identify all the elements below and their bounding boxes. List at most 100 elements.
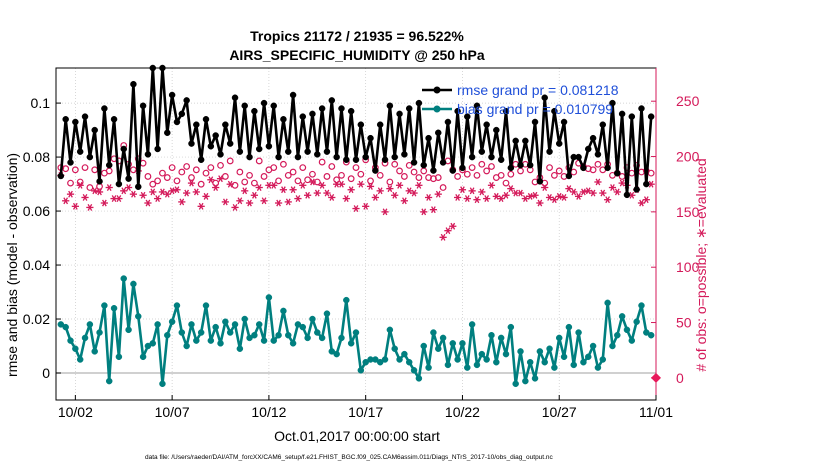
bias-point [444,361,452,369]
evaluated-obs-point [289,186,297,194]
rmse-point [444,118,452,126]
rmse-point [439,159,447,166]
rmse-point [328,97,336,104]
possible-obs-point [246,171,253,179]
x-tick-label: 10/17 [348,404,383,420]
asterisk-stroke [116,195,122,203]
evaluated-obs-point [410,189,418,197]
evaluated-obs-point [478,188,486,196]
bias-point [222,318,229,325]
rmse-point [280,116,287,123]
bias-point [328,348,336,355]
asterisk-stroke [537,199,543,207]
rmse-point [202,116,210,123]
y2-tick-label: 100 [676,259,700,275]
rmse-point [415,99,423,107]
x-tick-label: 10/22 [445,404,480,420]
evaluated-obs-point [216,175,225,183]
x-tick-label: 10/02 [58,404,93,420]
evaluated-obs-point [221,198,229,206]
bias-point [96,329,103,336]
bias-point [285,331,292,339]
asterisk-stroke [174,186,180,194]
y2-axis-label: # of obs: o=possible; ∗=evaluated [693,158,709,371]
asterisk-stroke [648,180,654,188]
rmse-point [231,94,239,101]
possible-obs-point [357,170,365,178]
x-tick-label: 10/27 [542,404,577,420]
bias-point [86,321,94,328]
possible-obs-point [183,163,191,170]
bias-point [430,329,437,336]
asterisk-stroke [532,191,538,199]
asterisk-stroke [450,222,456,230]
rmse-point [454,107,461,115]
asterisk-stroke [102,199,107,207]
asterisk-stroke [82,194,88,201]
asterisk-stroke [324,189,330,197]
rmse-point [81,113,89,120]
bias-point [439,334,447,342]
rmse-point [526,161,534,169]
rmse-point [144,151,152,158]
y-tick-label: 0.02 [23,311,50,327]
evaluated-obs-point [424,194,433,201]
possible-obs-point [517,167,524,175]
rmse-point [517,161,524,169]
rmse-point [255,145,263,153]
bias-point [376,358,384,366]
asterisk-stroke [614,188,620,196]
rmse-point [115,180,123,188]
rmse-point [425,134,432,142]
evaluated-obs-point [347,186,355,194]
evaluated-obs-point [531,191,539,199]
rmse-point [468,153,476,161]
evaluated-obs-point [565,185,573,193]
asterisk-stroke [271,181,277,189]
bias-point [120,275,127,282]
asterisk-stroke [426,194,431,201]
rmse-point [217,151,224,158]
asterisk-stroke [145,199,151,207]
evaluated-obs-point [241,187,249,195]
rmse-point [270,102,277,110]
bias-point [352,329,360,336]
possible-obs-point [130,166,137,174]
y-tick-label: 0.06 [23,203,50,219]
bias-point [512,380,519,388]
asterisk-stroke [203,192,209,200]
bias-point [130,280,137,288]
evaluated-obs-point [173,186,181,194]
asterisk-stroke [329,194,335,201]
bias-point [81,334,89,342]
bias-point [391,345,398,352]
bias-point [144,342,152,350]
possible-obs-point [550,171,558,179]
evaluated-obs-point [115,195,123,203]
possible-obs-point [173,177,181,185]
rmse-point [178,110,186,118]
bias-point [338,334,345,342]
possible-obs-point [628,169,636,177]
possible-obs-point [91,166,99,174]
bias-point [309,315,316,323]
asterisk-stroke [281,186,286,194]
bias-point [517,348,524,355]
evaluated-obs-point [362,202,370,210]
bias-point [468,321,476,328]
possible-obs-point [212,179,220,187]
asterisk-stroke [561,194,567,201]
rmse-point [72,118,79,126]
y2-tick-label: 250 [676,93,700,109]
rmse-point [464,113,471,120]
x-tick-label: 10/07 [155,404,190,420]
evaluated-obs-point [274,199,283,207]
x-axis-label: Oct.01,2017 00:00:00 start [274,428,440,444]
asterisk-stroke [547,194,552,201]
rmse-point [531,118,539,126]
bias-point [135,313,142,320]
evaluated-obs-point [463,195,471,203]
rmse-point [318,105,326,112]
bias-point [323,310,331,317]
possible-obs-point [154,177,162,185]
